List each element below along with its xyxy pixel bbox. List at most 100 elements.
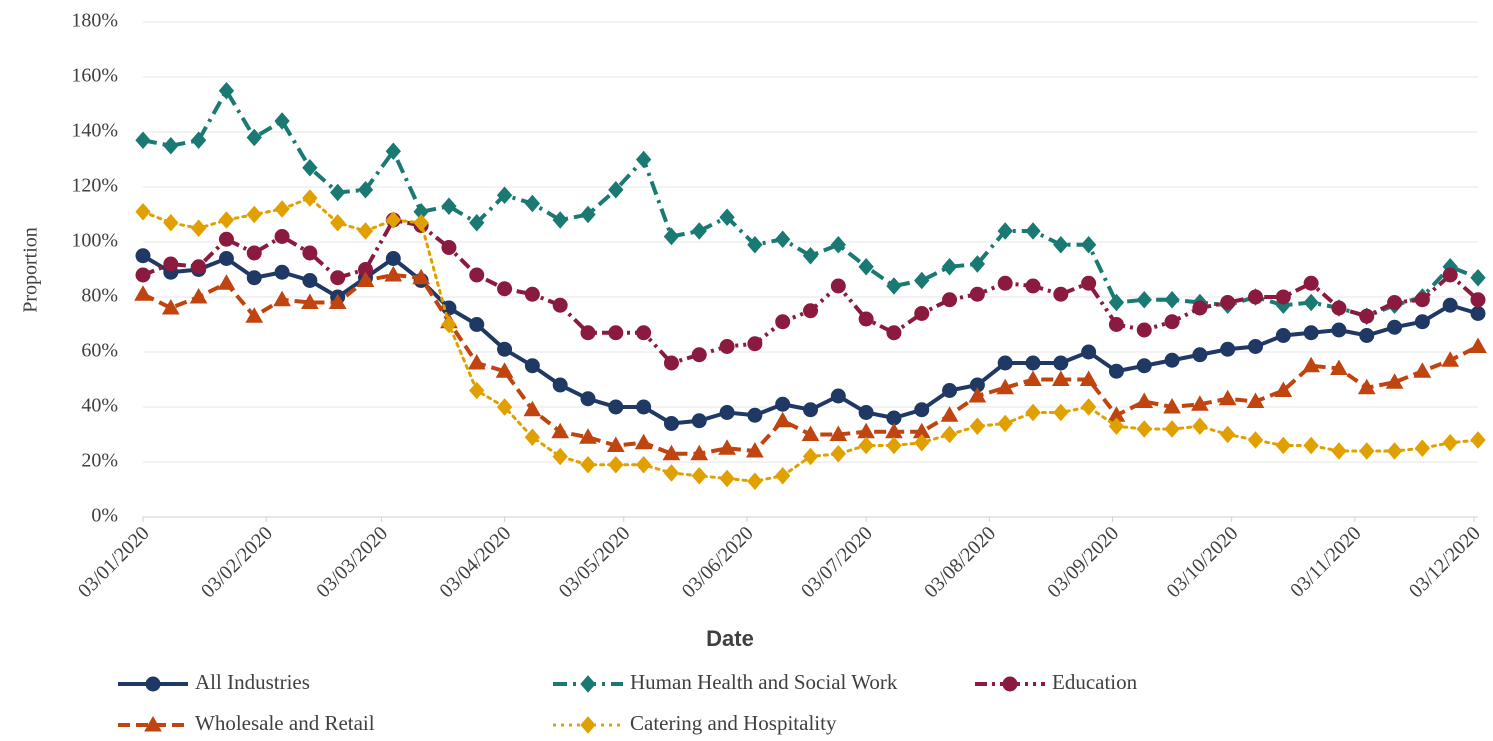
marker xyxy=(996,378,1015,395)
marker xyxy=(1164,352,1180,368)
marker xyxy=(663,227,680,246)
marker xyxy=(1331,322,1347,338)
marker xyxy=(524,428,541,447)
marker xyxy=(1470,431,1486,449)
marker xyxy=(441,197,457,216)
marker xyxy=(858,405,874,420)
marker xyxy=(1330,359,1348,375)
marker xyxy=(941,257,958,276)
marker xyxy=(135,267,151,283)
marker xyxy=(803,303,818,319)
marker xyxy=(747,235,763,254)
x-axis-title: Date xyxy=(706,626,754,651)
marker xyxy=(719,339,735,354)
marker xyxy=(579,428,597,444)
marker xyxy=(1469,337,1487,353)
marker xyxy=(914,306,930,321)
marker xyxy=(634,433,653,450)
marker xyxy=(886,325,902,341)
marker xyxy=(1442,297,1458,313)
marker xyxy=(134,285,152,301)
marker xyxy=(1303,293,1319,312)
marker xyxy=(467,353,486,370)
marker xyxy=(858,311,874,327)
marker xyxy=(302,158,318,177)
marker xyxy=(1002,676,1018,692)
marker xyxy=(775,230,791,249)
x-tick-label: 03/01/2020 xyxy=(74,522,154,602)
marker xyxy=(246,245,262,261)
marker xyxy=(969,286,985,302)
marker xyxy=(636,399,652,415)
marker xyxy=(1053,235,1069,254)
marker xyxy=(1413,362,1432,378)
marker xyxy=(1331,300,1347,316)
marker xyxy=(552,447,568,466)
marker xyxy=(274,200,290,218)
marker xyxy=(997,275,1013,291)
marker xyxy=(1331,442,1347,460)
legend-label: Wholesale and Retail xyxy=(195,711,375,735)
marker xyxy=(1081,344,1097,360)
x-tick-label: 03/06/2020 xyxy=(678,522,758,602)
marker xyxy=(1164,420,1180,438)
marker xyxy=(1275,289,1291,305)
marker xyxy=(718,439,736,455)
marker xyxy=(942,383,958,398)
marker xyxy=(357,222,374,240)
marker xyxy=(330,183,346,202)
marker xyxy=(1414,292,1430,308)
marker xyxy=(1164,314,1180,330)
x-tick-label: 03/08/2020 xyxy=(920,522,1000,602)
marker xyxy=(552,211,568,229)
marker xyxy=(747,407,763,423)
legend-label: Education xyxy=(1052,670,1138,694)
marker xyxy=(1442,267,1458,283)
y-tick-label: 180% xyxy=(71,10,118,32)
marker xyxy=(858,257,874,276)
marker xyxy=(1051,370,1070,386)
marker xyxy=(302,245,318,261)
marker xyxy=(1387,295,1403,310)
y-tick-label: 20% xyxy=(81,450,118,472)
marker xyxy=(1220,341,1236,357)
x-tick-label: 03/03/2020 xyxy=(312,522,392,602)
marker xyxy=(302,189,318,207)
marker xyxy=(997,222,1013,240)
marker xyxy=(775,466,791,485)
marker xyxy=(1053,286,1069,302)
marker xyxy=(1470,268,1486,287)
marker xyxy=(803,402,818,418)
marker xyxy=(524,194,541,213)
y-tick-label: 140% xyxy=(71,120,118,142)
marker xyxy=(1136,420,1152,438)
marker xyxy=(662,444,681,461)
marker xyxy=(1248,339,1263,354)
marker xyxy=(941,425,958,444)
marker xyxy=(1079,370,1098,386)
series xyxy=(135,81,1486,326)
marker xyxy=(1108,293,1125,312)
marker xyxy=(663,416,679,431)
marker xyxy=(1025,222,1041,240)
marker xyxy=(163,136,179,155)
marker xyxy=(1357,378,1376,395)
marker xyxy=(1192,300,1208,316)
marker xyxy=(1247,431,1264,449)
marker xyxy=(580,716,596,734)
marker xyxy=(1302,356,1320,373)
x-tick-label: 03/11/2020 xyxy=(1286,522,1365,601)
marker xyxy=(274,264,290,280)
marker xyxy=(1387,319,1403,335)
marker xyxy=(1053,355,1069,371)
marker xyxy=(469,381,485,400)
marker xyxy=(1414,439,1431,458)
marker xyxy=(191,259,207,275)
marker xyxy=(301,293,319,309)
marker xyxy=(635,150,652,169)
marker xyxy=(246,128,262,147)
marker xyxy=(691,222,707,240)
marker xyxy=(218,81,235,100)
x-tick-label: 03/09/2020 xyxy=(1043,522,1123,602)
marker xyxy=(801,425,820,441)
